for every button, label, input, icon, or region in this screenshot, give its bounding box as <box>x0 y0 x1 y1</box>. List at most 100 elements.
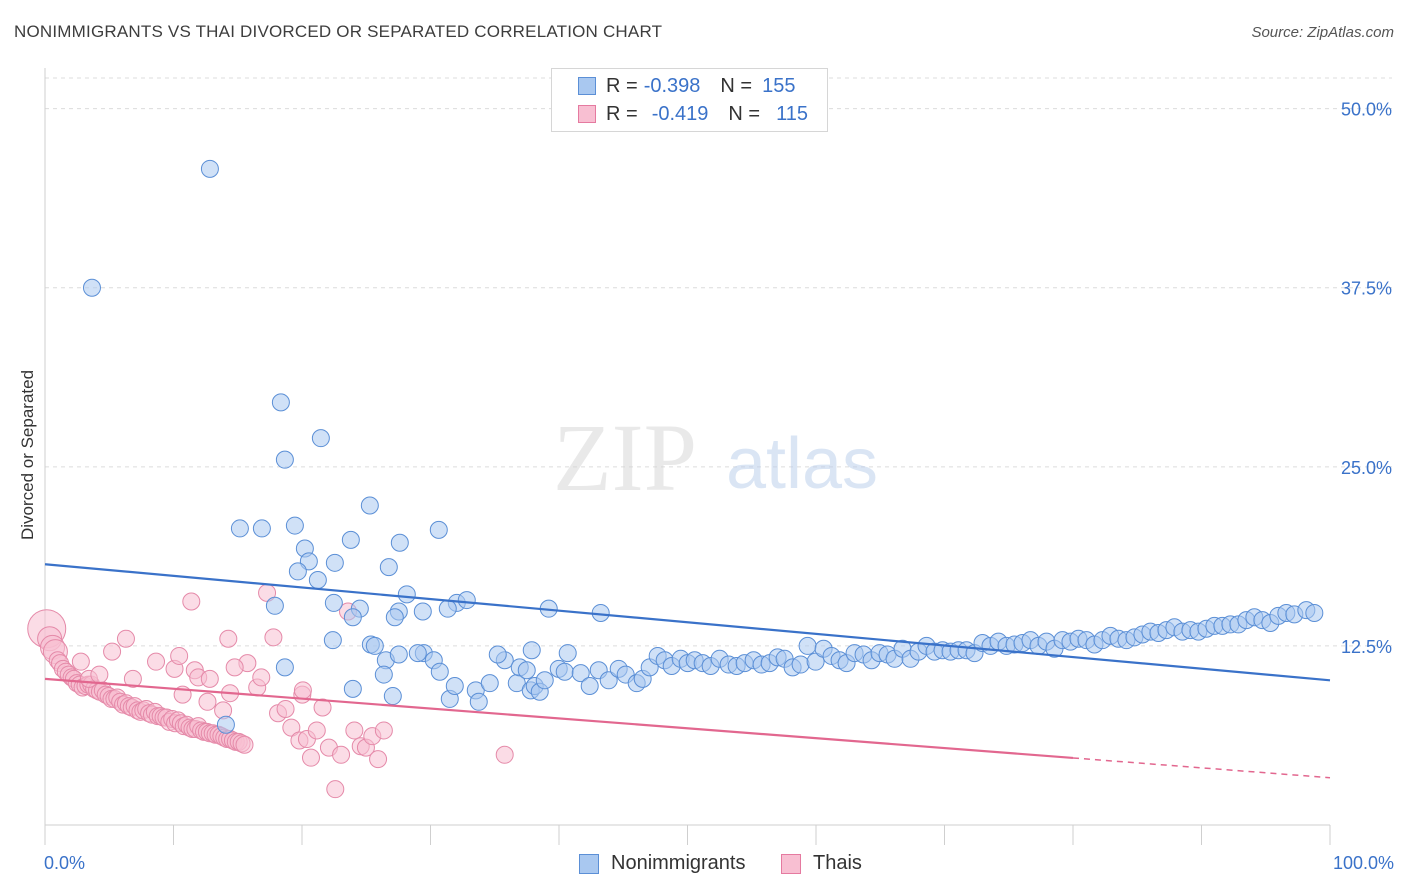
chart-source: Source: ZipAtlas.com <box>1251 24 1394 41</box>
data-point-nonimmigrants <box>390 533 409 552</box>
gridlines <box>45 77 1392 647</box>
data-point-thais <box>219 629 238 648</box>
bottom-legend-thais: Thais <box>781 852 862 875</box>
data-point-thais <box>225 658 244 677</box>
data-point-nonimmigrants <box>389 645 408 664</box>
data-point-nonimmigrants <box>580 677 599 696</box>
data-point-nonimmigrants <box>324 593 343 612</box>
bottom-legend-swatch-thais <box>781 853 801 874</box>
data-point-nonimmigrants <box>343 608 362 627</box>
data-point-thais <box>90 665 109 684</box>
data-point-nonimmigrants <box>82 278 101 297</box>
data-point-nonimmigrants <box>806 652 825 671</box>
legend-n-value: 155 <box>762 74 796 97</box>
data-point-nonimmigrants <box>488 645 507 664</box>
data-point-thais <box>103 642 122 661</box>
data-point-nonimmigrants <box>230 519 249 538</box>
legend-row-nonimmigrants: R = -0.398 N = 155 <box>578 72 795 100</box>
data-point-nonimmigrants <box>288 562 307 581</box>
trend-line-thais <box>44 677 1074 760</box>
legend-swatch-nonimmigrants <box>578 77 596 95</box>
x-tick-label: 100.0% <box>1333 853 1394 873</box>
data-point-thais <box>147 652 166 671</box>
legend-r-label: R = <box>606 74 638 97</box>
data-point-nonimmigrants <box>308 571 327 590</box>
data-point-nonimmigrants <box>216 715 235 734</box>
data-point-nonimmigrants <box>275 658 294 677</box>
data-point-nonimmigrants <box>555 662 574 681</box>
data-point-nonimmigrants <box>469 692 488 711</box>
data-point-nonimmigrants <box>379 558 398 577</box>
bottom-legend-label: Thais <box>813 852 862 874</box>
data-point-nonimmigrants <box>385 608 404 627</box>
data-point-nonimmigrants <box>325 553 344 572</box>
y-tick-label: 12.5% <box>1341 637 1392 657</box>
data-point-nonimmigrants <box>365 636 384 655</box>
bottom-legend-swatch-nonimmigrants <box>579 853 599 874</box>
tick-labels: 12.5% 25.0% 37.5% 50.0% 0.0% 100.0% <box>44 100 1394 873</box>
y-tick-label: 25.0% <box>1341 458 1392 478</box>
data-point-thais <box>235 735 254 754</box>
y-axis-label: Divorced or Separated <box>18 370 37 540</box>
data-point-nonimmigrants <box>341 530 360 549</box>
y-tick-label: 50.0% <box>1341 100 1392 120</box>
bottom-legend-label: Nonimmigrants <box>611 852 746 874</box>
legend-r-value: -0.419 <box>651 102 709 125</box>
data-point-nonimmigrants <box>271 393 290 412</box>
data-point-nonimmigrants <box>285 516 304 535</box>
data-point-nonimmigrants <box>430 662 449 681</box>
data-point-nonimmigrants <box>522 641 541 660</box>
data-point-thais <box>307 721 326 740</box>
data-point-nonimmigrants <box>445 677 464 696</box>
watermark: ZIP atlas <box>553 404 878 511</box>
bottom-legend-nonimmigrants: Nonimmigrants <box>579 852 745 875</box>
data-point-nonimmigrants <box>360 496 379 515</box>
data-point-thais <box>200 669 219 688</box>
data-point-thais <box>71 652 90 671</box>
legend-r-label: R = <box>606 102 638 125</box>
data-point-nonimmigrants <box>429 520 448 539</box>
data-point-thais <box>374 721 393 740</box>
data-point-thais <box>264 628 283 647</box>
x-tick-label: 0.0% <box>44 853 85 873</box>
data-point-nonimmigrants <box>1305 603 1324 622</box>
data-point-nonimmigrants <box>252 519 271 538</box>
data-point-thais <box>182 592 201 611</box>
data-point-nonimmigrants <box>571 664 590 683</box>
data-point-nonimmigrants <box>535 671 554 690</box>
series-thais <box>27 583 514 799</box>
chart-title: NONIMMIGRANTS VS THAI DIVORCED OR SEPARA… <box>14 22 663 41</box>
y-tick-label: 37.5% <box>1341 279 1392 299</box>
data-point-nonimmigrants <box>311 429 330 448</box>
data-point-thais <box>345 721 364 740</box>
data-point-nonimmigrants <box>200 159 219 178</box>
legend-swatch-thais <box>578 105 596 123</box>
legend-n-value: 115 <box>776 102 808 125</box>
legend-r-value: -0.398 <box>643 74 701 97</box>
data-point-thais <box>301 748 320 767</box>
trend-line-nonimmigrants <box>44 563 1331 682</box>
data-point-thais <box>198 692 217 711</box>
data-point-nonimmigrants <box>413 602 432 621</box>
data-point-nonimmigrants <box>438 599 457 618</box>
data-point-nonimmigrants <box>383 687 402 706</box>
data-point-nonimmigrants <box>599 671 618 690</box>
trend-line-thais-extension <box>1072 757 1331 779</box>
data-point-nonimmigrants <box>374 665 393 684</box>
data-point-thais <box>282 718 301 737</box>
legend-row-thais: R = -0.419 N = 115 <box>578 100 808 128</box>
data-point-nonimmigrants <box>275 450 294 469</box>
data-point-thais <box>313 698 332 717</box>
data-point-thais <box>495 745 514 764</box>
axes <box>44 68 1331 845</box>
data-point-thais <box>276 699 295 718</box>
bottom-legend: Nonimmigrants Thais <box>0 852 1406 878</box>
watermark-zip: ZIP <box>553 404 697 511</box>
data-point-nonimmigrants <box>343 679 362 698</box>
data-point-thais <box>293 681 312 700</box>
data-point-nonimmigrants <box>265 596 284 615</box>
data-point-thais <box>252 668 271 687</box>
data-point-nonimmigrants <box>558 644 577 663</box>
legend-n-label: N = <box>720 74 753 97</box>
